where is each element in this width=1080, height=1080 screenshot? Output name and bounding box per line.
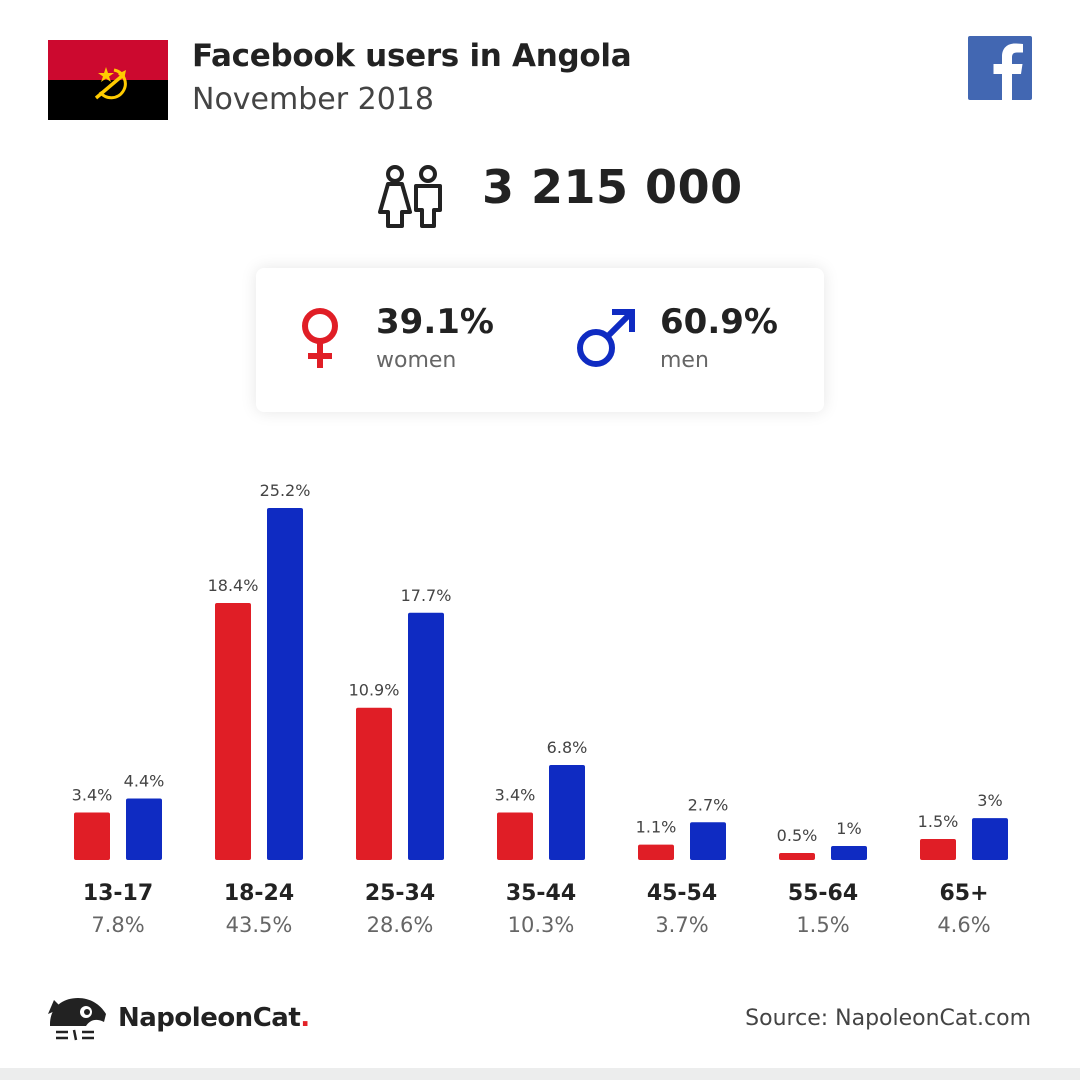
- bar-18-24-series-0: [215, 602, 251, 860]
- angola-flag: [48, 40, 168, 120]
- age-category-total: 28.6%: [367, 913, 434, 937]
- age-bar-chart: 3.4% 4.4% 13-17 7.8% 18.4% 25.2% 18-24 43.5% 10.…: [72, 481, 1008, 937]
- bar-value-label: 4.4%: [124, 772, 165, 791]
- men-percentage: 60.9%: [660, 302, 778, 342]
- people-icon: [378, 165, 442, 228]
- women-label: women: [376, 348, 457, 373]
- age-category-label: 55-64: [788, 881, 858, 906]
- bar-value-label: 17.7%: [401, 586, 452, 605]
- brand-name: NapoleonCat.: [118, 1003, 310, 1033]
- men-label: men: [660, 348, 709, 373]
- bar-value-label: 25.2%: [260, 481, 311, 500]
- bar-35-44-series-0: [497, 812, 533, 860]
- bar-25-34-series-1: [408, 612, 444, 860]
- male-symbol-icon: [577, 309, 635, 367]
- bar-13-17-series-0: [74, 812, 110, 860]
- brand-dot: .: [300, 1003, 310, 1033]
- brand-text: NapoleonCat: [118, 1003, 301, 1033]
- bar-65+-series-0: [920, 839, 956, 860]
- age-category-total: 1.5%: [796, 913, 849, 937]
- total-users: 3 215 000: [482, 160, 743, 214]
- women-percentage: 39.1%: [376, 302, 494, 342]
- bar-55-64-series-0: [779, 853, 815, 860]
- bottom-bar: [0, 1068, 1080, 1080]
- bar-value-label: 1.1%: [636, 818, 677, 837]
- bar-18-24-series-1: [267, 508, 303, 860]
- bar-25-34-series-0: [356, 707, 392, 860]
- age-category-total: 4.6%: [937, 913, 990, 937]
- bar-value-label: 3.4%: [495, 786, 536, 805]
- bar-value-label: 3.4%: [72, 786, 113, 805]
- page-subtitle: November 2018: [192, 82, 434, 117]
- bar-55-64-series-1: [831, 846, 867, 860]
- bar-value-label: 18.4%: [208, 576, 259, 595]
- age-category-label: 65+: [939, 881, 988, 906]
- age-category-total: 10.3%: [508, 913, 575, 937]
- age-category-label: 45-54: [647, 881, 717, 906]
- age-category-total: 43.5%: [226, 913, 293, 937]
- facebook-icon: [968, 36, 1032, 100]
- flag-star: [98, 67, 114, 82]
- bar-value-label: 2.7%: [688, 795, 729, 814]
- age-category-label: 18-24: [224, 881, 294, 906]
- bar-45-54-series-0: [638, 844, 674, 860]
- bar-value-label: 1.5%: [918, 812, 959, 831]
- bar-35-44-series-1: [549, 765, 585, 860]
- bar-value-label: 1%: [836, 819, 861, 838]
- page-title: Facebook users in Angola: [192, 38, 632, 74]
- bar-13-17-series-1: [126, 798, 162, 860]
- flag-emblem: [94, 68, 127, 100]
- age-category-total: 3.7%: [655, 913, 708, 937]
- source-text: Source: NapoleonCat.com: [745, 1006, 1031, 1031]
- age-category-label: 35-44: [506, 881, 576, 906]
- bar-45-54-series-1: [690, 822, 726, 860]
- age-category-label: 13-17: [83, 881, 153, 906]
- female-symbol-icon: [302, 308, 338, 368]
- napoleoncat-logo-icon: [48, 998, 106, 1041]
- bar-value-label: 6.8%: [547, 738, 588, 757]
- bar-value-label: 0.5%: [777, 826, 818, 845]
- gender-card: 39.1% women 60.9% men: [256, 268, 824, 412]
- bar-value-label: 3%: [977, 791, 1002, 810]
- bar-65+-series-1: [972, 818, 1008, 860]
- age-category-total: 7.8%: [91, 913, 144, 937]
- age-category-label: 25-34: [365, 881, 435, 906]
- bar-value-label: 10.9%: [349, 681, 400, 700]
